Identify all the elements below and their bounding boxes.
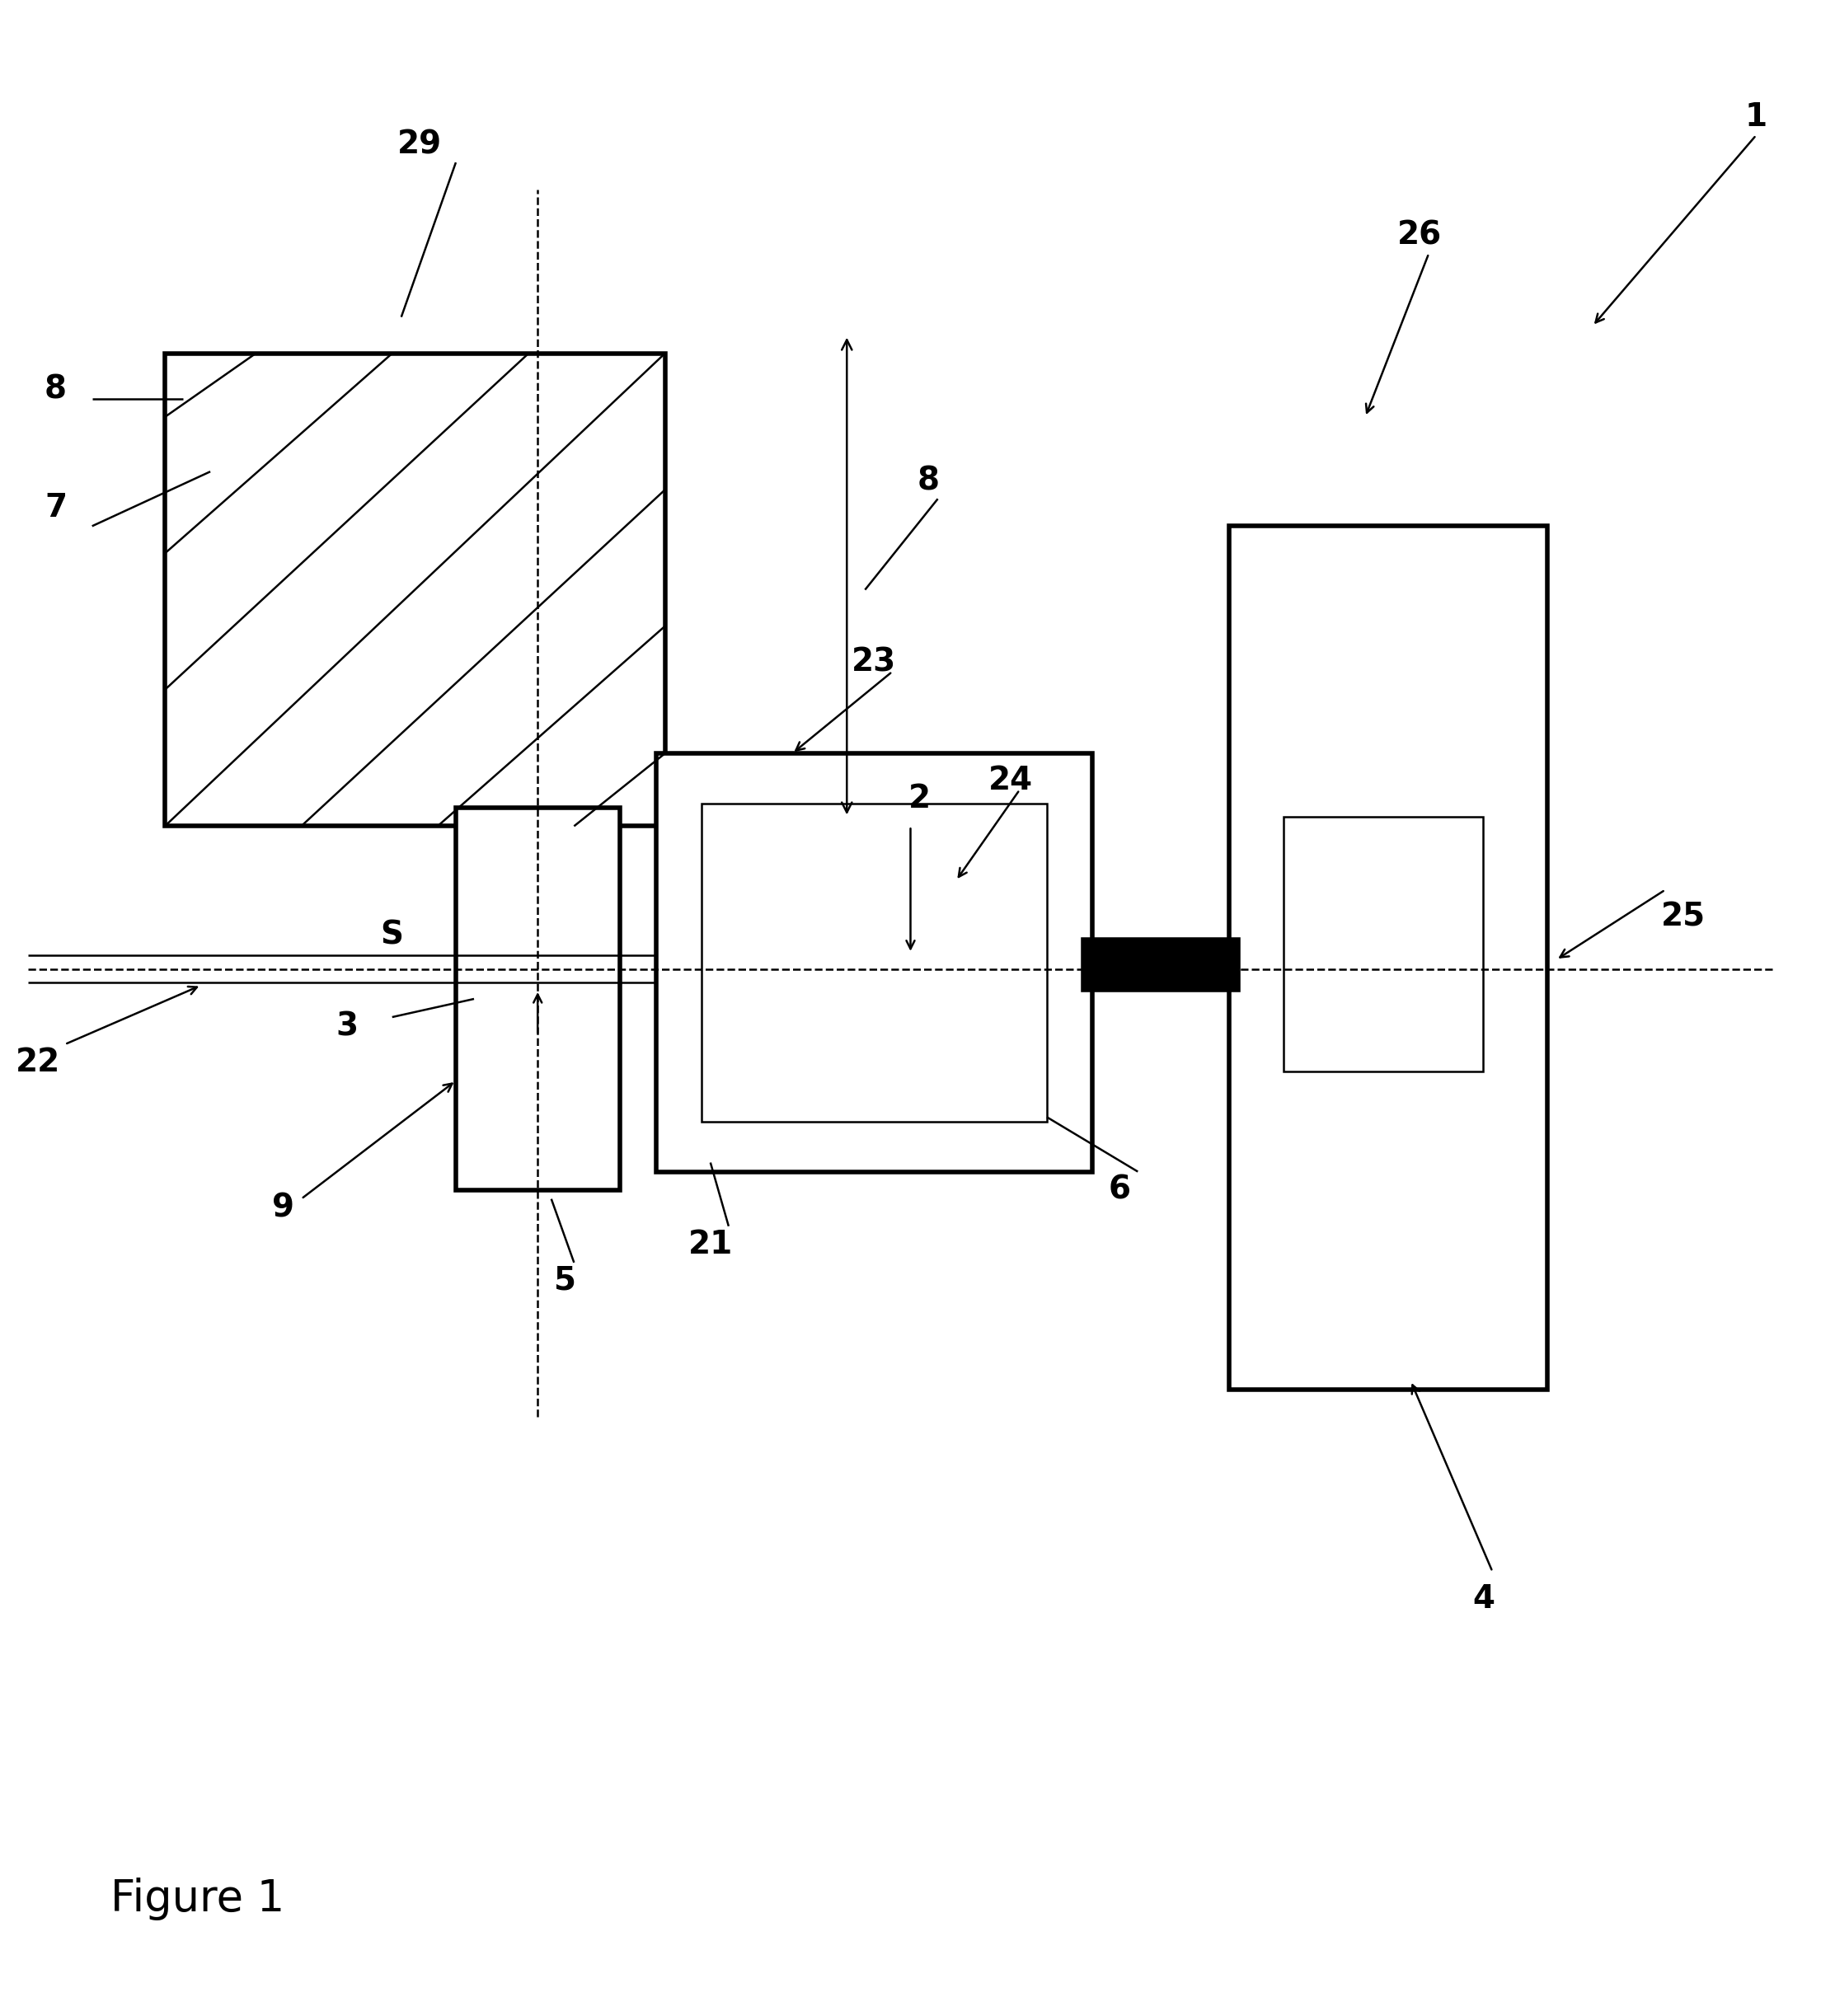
Bar — [1284, 816, 1484, 1073]
Text: 9: 9 — [271, 1191, 295, 1224]
Bar — [1229, 526, 1548, 1389]
Text: 25: 25 — [1661, 901, 1706, 933]
Text: S: S — [381, 919, 404, 952]
Bar — [701, 804, 1047, 1121]
Text: 21: 21 — [688, 1228, 732, 1260]
Text: 7: 7 — [44, 492, 67, 524]
Text: 6: 6 — [1109, 1173, 1131, 1206]
Bar — [1083, 939, 1238, 990]
Bar — [166, 353, 665, 827]
Text: 23: 23 — [852, 647, 896, 677]
Text: 5: 5 — [554, 1266, 575, 1296]
Text: 26: 26 — [1397, 220, 1442, 250]
Text: 29: 29 — [397, 129, 443, 159]
Text: 8: 8 — [44, 375, 67, 405]
Text: 24: 24 — [989, 764, 1033, 796]
Text: 4: 4 — [1471, 1583, 1495, 1615]
Text: 2: 2 — [909, 784, 931, 814]
Text: 22: 22 — [15, 1046, 60, 1079]
Bar — [455, 808, 619, 1189]
Text: Figure 1: Figure 1 — [111, 1877, 284, 1921]
Bar — [656, 754, 1093, 1171]
Text: 1: 1 — [1745, 101, 1768, 133]
Text: 3: 3 — [335, 1010, 359, 1042]
Text: 8: 8 — [918, 466, 940, 496]
